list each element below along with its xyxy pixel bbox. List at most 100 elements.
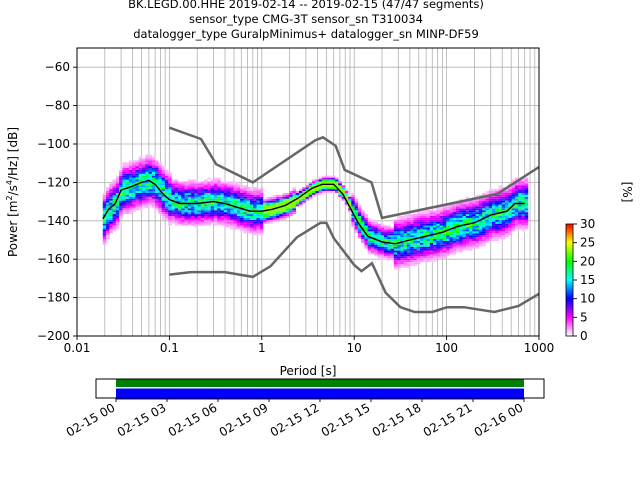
psd-cell (210, 208, 215, 211)
psd-cell (128, 164, 133, 167)
psd-cell (256, 200, 261, 203)
psd-cell (151, 206, 156, 209)
psd-cell (233, 204, 238, 207)
psd-cell (338, 194, 342, 197)
psd-cell (452, 252, 457, 255)
psd-cell (253, 219, 257, 222)
psd-cell (213, 187, 218, 190)
psd-cell (410, 229, 414, 232)
psd-cell (259, 204, 264, 207)
psd-cell (423, 237, 427, 240)
psd-cell (380, 248, 385, 251)
psd-cell (122, 204, 126, 207)
psd-cell (276, 210, 280, 213)
psd-cell (243, 191, 247, 193)
colorbar-tick-label: 25 (580, 236, 595, 250)
psd-cell (109, 194, 113, 197)
psd-cell (334, 189, 339, 192)
psd-cell (240, 192, 244, 195)
psd-cell (282, 196, 287, 199)
psd-cell (142, 160, 146, 163)
psd-cell (217, 208, 221, 211)
psd-cell (472, 233, 476, 236)
psd-cell (410, 264, 414, 266)
psd-cell (135, 202, 140, 205)
psd-cell (236, 192, 241, 195)
psd-cell (439, 227, 444, 230)
psd-cell (367, 221, 372, 224)
psd-cell (177, 204, 182, 207)
psd-cell (374, 237, 378, 240)
psd-cell (168, 173, 172, 176)
psd-cell (207, 204, 211, 207)
psd-cell (472, 229, 476, 232)
psd-cell (462, 217, 467, 220)
psd-cell (456, 210, 460, 213)
psd-cell (207, 216, 211, 218)
psd-cell (125, 212, 130, 215)
psd-cell (302, 198, 306, 201)
psd-cell (498, 229, 503, 232)
psd-cell (488, 221, 493, 224)
psd-cell (318, 187, 323, 190)
psd-cell (125, 196, 130, 199)
psd-cell (495, 227, 499, 230)
psd-cell (204, 216, 208, 218)
psd-cell (423, 217, 427, 220)
psd-cell (200, 200, 205, 203)
colorbar-tick-label: 5 (580, 310, 588, 324)
psd-cell (495, 235, 499, 238)
psd-cell (374, 242, 378, 245)
psd-cell (109, 216, 113, 218)
psd-cell (459, 231, 463, 234)
psd-cell (312, 179, 316, 182)
psd-cell (462, 225, 467, 228)
psd-cell (125, 179, 130, 182)
psd-cell (109, 212, 113, 215)
psd-cell (456, 248, 460, 251)
psd-cell (511, 185, 516, 188)
psd-cell (452, 237, 457, 240)
psd-cell (223, 200, 228, 203)
psd-cell (416, 246, 421, 249)
psd-cell (433, 221, 437, 224)
psd-cell (397, 244, 401, 247)
psd-cell (524, 210, 529, 213)
psd-cell (364, 235, 368, 238)
psd-cell (449, 225, 454, 228)
psd-cell (148, 204, 153, 207)
psd-cell (403, 244, 408, 247)
psd-cell (122, 200, 126, 203)
psd-cell (230, 210, 234, 213)
psd-cell (384, 246, 388, 249)
psd-cell (236, 202, 241, 205)
psd-cell (498, 237, 503, 240)
psd-cell (305, 187, 310, 190)
psd-cell (253, 202, 257, 205)
psd-cell (279, 210, 283, 213)
psd-cell (184, 210, 189, 213)
psd-cell (501, 229, 506, 232)
psd-cell (505, 198, 509, 201)
psd-cell (380, 227, 385, 230)
psd-cell (158, 164, 162, 167)
psd-cell (462, 227, 467, 230)
psd-cell (452, 210, 457, 213)
psd-cell (132, 168, 136, 170)
psd-cell (184, 219, 189, 222)
psd-cell (138, 185, 143, 188)
psd-cell (410, 254, 414, 257)
psd-cell (485, 200, 490, 203)
psd-cell (132, 169, 136, 172)
psd-cell (148, 189, 153, 192)
psd-cell (439, 210, 444, 213)
psd-cell (194, 192, 198, 195)
psd-cell (243, 217, 247, 220)
psd-cell (148, 175, 153, 178)
psd-cell (243, 196, 247, 199)
psd-cell (410, 252, 414, 255)
psd-cell (125, 183, 130, 186)
psd-cell (151, 179, 156, 182)
psd-cell (406, 244, 411, 247)
